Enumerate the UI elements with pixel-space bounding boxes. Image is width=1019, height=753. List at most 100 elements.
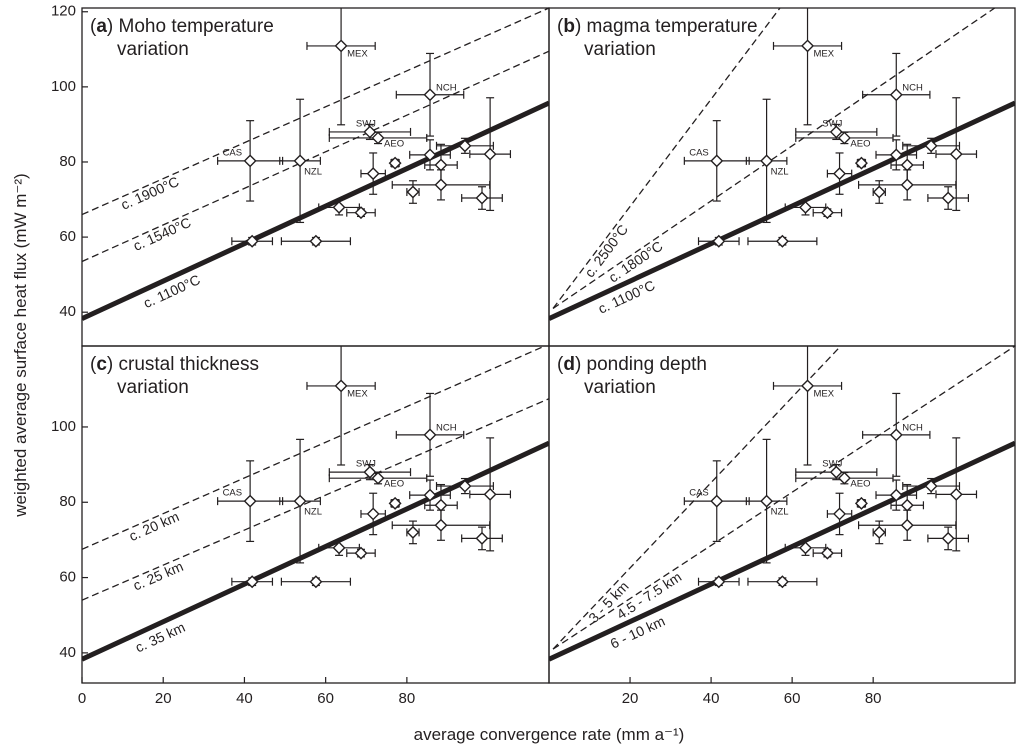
dashed-model-line bbox=[82, 8, 549, 216]
point-label: AEO bbox=[384, 138, 404, 149]
title-part: ( bbox=[90, 16, 97, 37]
dashed-model-line bbox=[82, 346, 547, 550]
title-part: d bbox=[563, 354, 575, 375]
data-point bbox=[854, 156, 868, 170]
x-tick-label: 0 bbox=[78, 690, 86, 707]
panel-title: (b) magma temperature bbox=[557, 16, 758, 37]
data-point bbox=[458, 479, 472, 493]
point-label: CAS bbox=[689, 488, 709, 499]
data-point bbox=[924, 139, 938, 153]
data-point bbox=[799, 200, 812, 214]
point-label: SWJ bbox=[356, 118, 376, 129]
data-point bbox=[388, 156, 402, 170]
x-tick-label: 60 bbox=[317, 690, 334, 707]
point-label: NZL bbox=[771, 507, 789, 518]
point-label: NCH bbox=[436, 422, 457, 433]
data-point bbox=[820, 206, 834, 220]
data-point bbox=[872, 525, 886, 539]
data-point bbox=[949, 487, 963, 501]
x-tick-label: 20 bbox=[155, 690, 172, 707]
point-label: MEX bbox=[814, 388, 835, 399]
data-point bbox=[900, 518, 914, 532]
y-tick-label: 80 bbox=[59, 493, 76, 510]
y-tick-label: 60 bbox=[59, 228, 76, 245]
data-point bbox=[483, 147, 497, 161]
data-point bbox=[483, 487, 497, 501]
data-point bbox=[245, 234, 259, 248]
data-point bbox=[712, 575, 726, 589]
panel-title: (a) Moho temperature bbox=[90, 16, 274, 37]
data-point bbox=[366, 507, 380, 521]
data-point bbox=[889, 88, 903, 102]
point-label: CAS bbox=[223, 147, 243, 158]
x-tick-label: 40 bbox=[703, 690, 720, 707]
data-point bbox=[889, 428, 903, 442]
x-tick-label: 80 bbox=[399, 690, 416, 707]
data-point bbox=[334, 39, 348, 53]
data-point bbox=[801, 39, 815, 53]
data-point bbox=[833, 167, 847, 181]
point-label: MEX bbox=[347, 388, 368, 399]
data-point bbox=[712, 234, 726, 248]
title-part: ( bbox=[557, 354, 564, 375]
data-point bbox=[293, 154, 307, 168]
data-point bbox=[243, 154, 257, 168]
y-tick-label: 60 bbox=[59, 569, 76, 586]
title-part: b bbox=[563, 16, 575, 37]
data-point bbox=[801, 379, 815, 393]
title-part: c bbox=[96, 354, 107, 375]
plot-area bbox=[82, 8, 549, 321]
data-point bbox=[760, 494, 774, 508]
data-point bbox=[406, 525, 420, 539]
point-label: MEX bbox=[814, 48, 835, 59]
title-part: ) ponding depth bbox=[575, 354, 707, 375]
point-label: CAS bbox=[223, 488, 243, 499]
data-point bbox=[434, 158, 448, 172]
panel-title: variation bbox=[584, 39, 656, 60]
point-label: AEO bbox=[384, 479, 404, 490]
data-point bbox=[458, 139, 472, 153]
data-point bbox=[833, 507, 847, 521]
data-point bbox=[406, 185, 420, 199]
title-part: ) Moho temperature bbox=[107, 16, 274, 37]
data-point bbox=[423, 88, 437, 102]
data-point bbox=[423, 148, 437, 162]
line-label: c. 20 km bbox=[127, 508, 182, 544]
dashed-model-line bbox=[552, 346, 842, 650]
data-point bbox=[371, 471, 385, 485]
data-point bbox=[710, 154, 724, 168]
line-label: c. 1540°C bbox=[131, 214, 194, 254]
plot-area bbox=[549, 8, 1015, 321]
data-point bbox=[889, 488, 903, 502]
data-point bbox=[900, 178, 914, 192]
data-point bbox=[388, 496, 402, 510]
x-axis-label: average convergence rate (mm a⁻¹) bbox=[414, 725, 685, 744]
data-point bbox=[434, 178, 448, 192]
point-label: SWJ bbox=[822, 118, 842, 129]
point-label: AEO bbox=[850, 479, 870, 490]
line-label: c. 1900°C bbox=[118, 173, 181, 213]
data-point bbox=[434, 518, 448, 532]
data-point bbox=[309, 575, 323, 589]
data-point bbox=[900, 498, 914, 512]
x-tick-label: 60 bbox=[784, 690, 801, 707]
point-label: NZL bbox=[304, 166, 322, 177]
title-part: ) crustal thickness bbox=[107, 354, 259, 375]
data-point bbox=[354, 206, 368, 220]
data-point bbox=[423, 428, 437, 442]
data-point bbox=[332, 541, 346, 555]
line-label: c. 25 km bbox=[131, 558, 186, 594]
data-point bbox=[334, 379, 348, 393]
dashed-model-line bbox=[82, 398, 549, 601]
data-point bbox=[872, 185, 886, 199]
data-point bbox=[354, 546, 368, 560]
data-point bbox=[799, 541, 812, 555]
point-label: NCH bbox=[902, 422, 923, 433]
point-label: AEO bbox=[850, 138, 870, 149]
point-label: MEX bbox=[347, 48, 368, 59]
point-label: NZL bbox=[771, 166, 789, 177]
x-tick-label: 80 bbox=[865, 690, 882, 707]
title-part: a bbox=[96, 16, 107, 37]
data-point bbox=[434, 498, 448, 512]
model-line bbox=[82, 100, 549, 321]
